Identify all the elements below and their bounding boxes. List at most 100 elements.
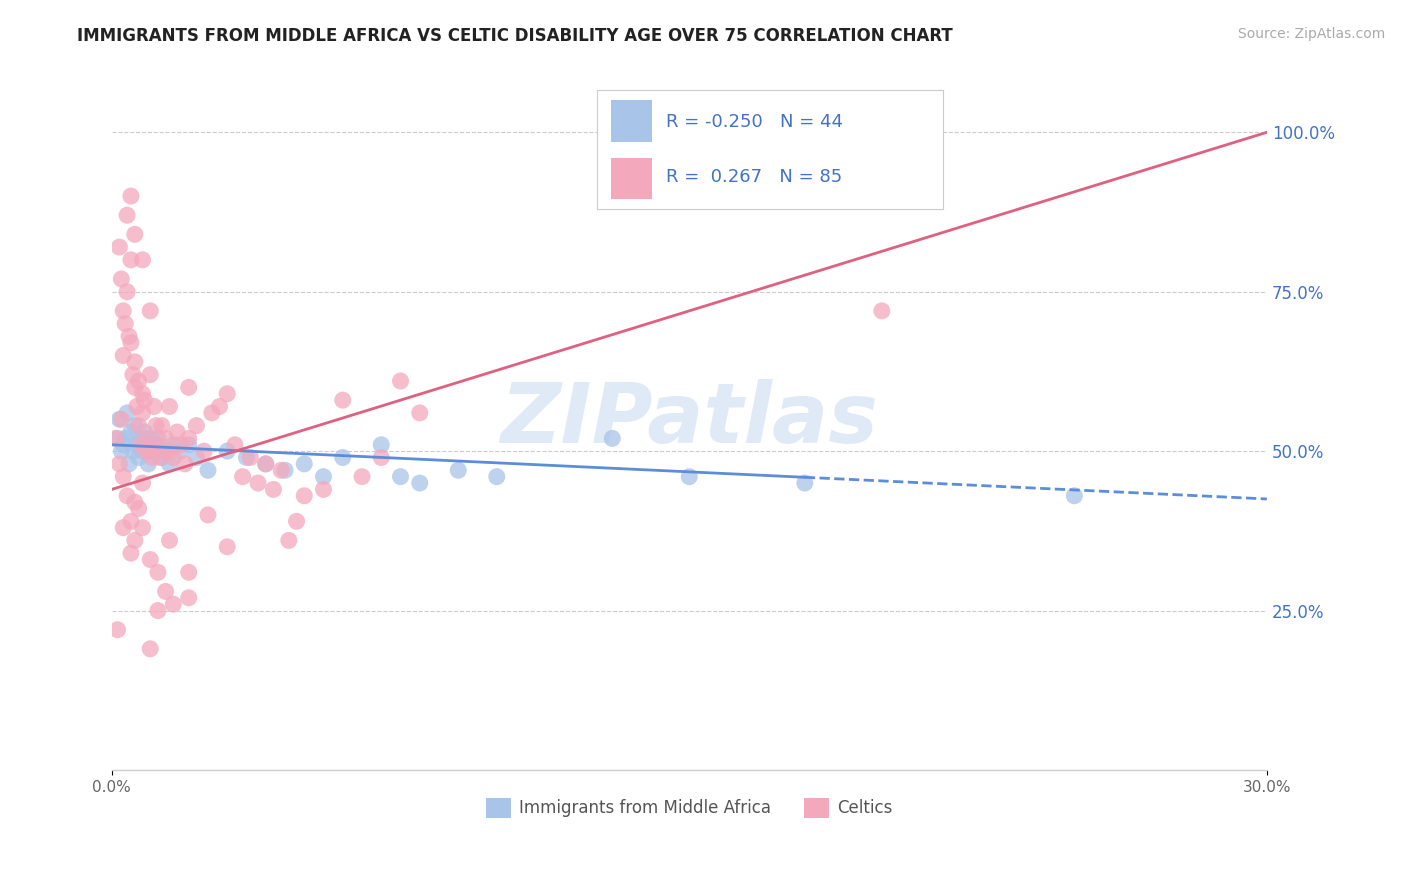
Point [217, 540, 239, 554]
Point [149, 450, 172, 465]
Point [332, 450, 354, 465]
Point [107, 431, 129, 445]
Point [162, 450, 184, 465]
Point [139, 431, 162, 445]
Point [145, 418, 167, 433]
Point [110, 272, 132, 286]
Point [115, 406, 138, 420]
Point [131, 386, 153, 401]
Point [131, 444, 153, 458]
Point [135, 438, 157, 452]
Point [208, 400, 231, 414]
Text: ZIPatlas: ZIPatlas [501, 379, 879, 459]
Point [112, 469, 135, 483]
Point [128, 418, 150, 433]
Point [150, 418, 173, 433]
Point [112, 303, 135, 318]
Point [120, 425, 142, 439]
Point [186, 450, 208, 465]
Point [131, 406, 153, 420]
Point [312, 483, 335, 497]
Point [108, 412, 131, 426]
Point [146, 603, 169, 617]
Point [177, 438, 200, 452]
Point [118, 457, 141, 471]
Point [115, 489, 138, 503]
Point [600, 431, 623, 445]
Point [155, 444, 177, 458]
Point [277, 533, 299, 548]
Point [112, 521, 135, 535]
Point [159, 444, 181, 458]
Point [370, 438, 392, 452]
Point [197, 463, 219, 477]
Point [108, 457, 131, 471]
Point [292, 457, 315, 471]
Point [197, 508, 219, 522]
Point [270, 463, 292, 477]
Point [128, 501, 150, 516]
Point [170, 438, 193, 452]
Point [232, 469, 254, 483]
Point [115, 208, 138, 222]
Point [146, 431, 169, 445]
Point [129, 438, 152, 452]
Point [217, 386, 239, 401]
Point [114, 431, 136, 445]
Point [235, 450, 257, 465]
Point [110, 444, 132, 458]
Point [136, 457, 159, 471]
Point [124, 533, 146, 548]
Point [128, 450, 150, 465]
Point [201, 406, 224, 420]
Point [254, 457, 277, 471]
Point [262, 483, 284, 497]
Point [114, 317, 136, 331]
Point [389, 374, 412, 388]
Legend: Immigrants from Middle Africa, Celtics: Immigrants from Middle Africa, Celtics [479, 791, 900, 825]
Point [254, 457, 277, 471]
Point [159, 533, 181, 548]
Point [870, 303, 893, 318]
Point [125, 400, 148, 414]
Point [125, 438, 148, 452]
Point [129, 431, 152, 445]
Point [131, 252, 153, 267]
Point [285, 514, 308, 528]
Point [134, 425, 156, 439]
Point [332, 393, 354, 408]
Point [120, 546, 142, 560]
Point [131, 476, 153, 491]
Point [143, 438, 166, 452]
Point [143, 400, 166, 414]
Point [159, 400, 181, 414]
Point [124, 495, 146, 509]
Point [224, 438, 246, 452]
Point [104, 431, 127, 445]
Point [120, 514, 142, 528]
Point [110, 412, 132, 426]
Point [678, 469, 700, 483]
Point [124, 380, 146, 394]
Point [312, 469, 335, 483]
Point [274, 463, 297, 477]
Point [193, 444, 215, 458]
Point [128, 374, 150, 388]
Point [139, 303, 162, 318]
Point [177, 380, 200, 394]
Point [124, 227, 146, 242]
Point [162, 438, 184, 452]
Point [118, 329, 141, 343]
Point [1063, 489, 1085, 503]
Point [350, 469, 373, 483]
Point [146, 566, 169, 580]
Point [370, 450, 392, 465]
Text: Source: ZipAtlas.com: Source: ZipAtlas.com [1237, 27, 1385, 41]
Point [112, 349, 135, 363]
Point [170, 444, 193, 458]
Point [124, 418, 146, 433]
Text: IMMIGRANTS FROM MIDDLE AFRICA VS CELTIC DISABILITY AGE OVER 75 CORRELATION CHART: IMMIGRANTS FROM MIDDLE AFRICA VS CELTIC … [77, 27, 953, 45]
Point [177, 431, 200, 445]
Point [139, 552, 162, 566]
Point [135, 444, 157, 458]
